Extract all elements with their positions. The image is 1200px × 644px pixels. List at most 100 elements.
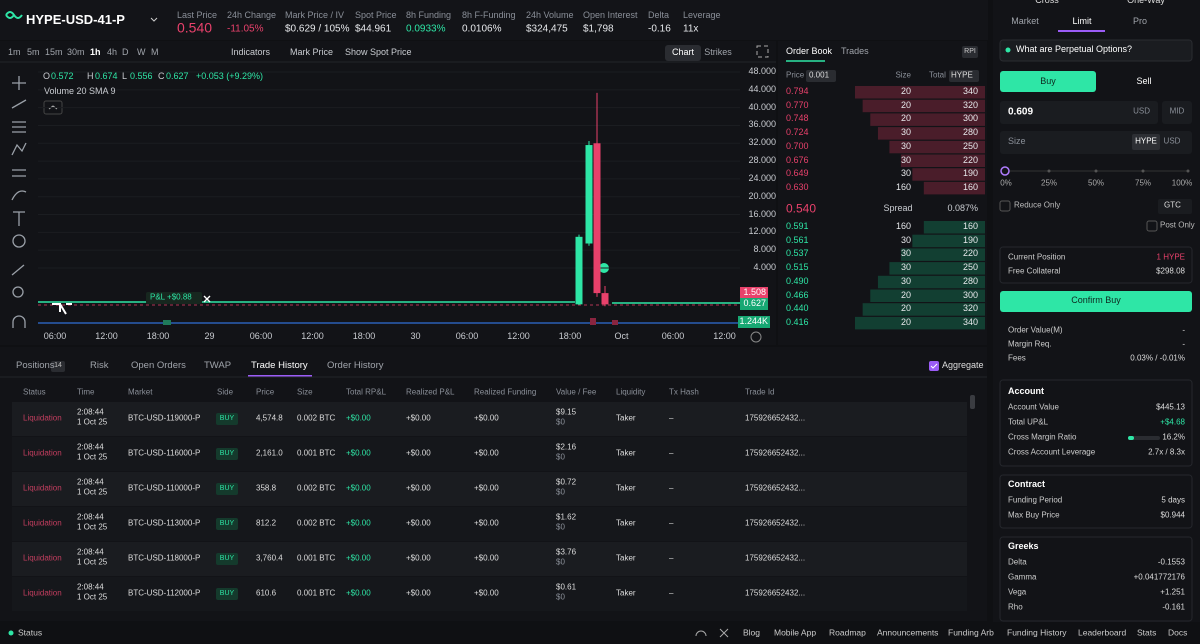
interval[interactable]: M — [151, 47, 159, 58]
margin-mode[interactable]: Cross — [1035, 0, 1059, 6]
interval[interactable]: W — [137, 47, 146, 58]
section-title: Contract — [1008, 479, 1046, 490]
banner-text[interactable]: What are Perpetual Options? — [1016, 44, 1133, 55]
tv-logo — [52, 303, 72, 315]
price-input[interactable] — [1000, 101, 1158, 124]
interval[interactable]: 15m — [45, 47, 63, 58]
interval[interactable]: 30m — [67, 47, 85, 58]
position-mode[interactable]: One-Way — [1127, 0, 1165, 6]
post-only-checkbox[interactable] — [1146, 220, 1158, 232]
value: $2.16 — [556, 442, 577, 452]
interval[interactable]: D — [122, 47, 129, 58]
bottom-tab[interactable]: TWAP — [204, 359, 232, 371]
tick-select[interactable]: 0.001 — [809, 70, 830, 80]
footer-link[interactable]: Roadmap — [829, 627, 866, 638]
order-type-tab[interactable]: Limit — [1072, 16, 1092, 27]
mid-button[interactable] — [1162, 101, 1192, 124]
price-tag: 0.627 — [743, 298, 766, 309]
view-tab[interactable]: Strikes — [704, 47, 732, 58]
sell-tab[interactable]: Sell — [1136, 76, 1152, 87]
reduce-only-checkbox[interactable] — [999, 200, 1011, 212]
mid-label[interactable]: MID — [1169, 106, 1185, 116]
tif-select[interactable] — [1158, 199, 1192, 214]
bottom-tab[interactable]: Order History — [327, 359, 384, 371]
fee: $0 — [556, 487, 565, 497]
book-price: 0.490 — [786, 275, 809, 286]
size-unit[interactable]: USD — [1163, 136, 1181, 146]
book-total: 250 — [962, 262, 978, 273]
label: Price — [786, 70, 805, 80]
buy-button[interactable] — [1000, 71, 1096, 92]
market: BTC-USD-113000-P — [128, 518, 201, 528]
symbol[interactable]: HYPE-USD-41-P — [26, 11, 125, 27]
spot-price-toggle[interactable]: Show Spot Price — [345, 47, 412, 58]
interval[interactable]: 1m — [8, 47, 21, 58]
interval[interactable]: 4h — [107, 47, 118, 58]
section-label: Rho — [1008, 602, 1023, 612]
bottom-tab[interactable]: Trade History — [251, 359, 308, 371]
slider-label: 50% — [1087, 178, 1105, 188]
slider-thumb[interactable] — [1000, 166, 1010, 176]
realized-funding: +$0.00 — [474, 588, 499, 598]
order-type-tab[interactable]: Pro — [1132, 16, 1148, 27]
time: 2:08:44 — [77, 407, 104, 417]
footer-link[interactable]: Stats — [1137, 627, 1157, 638]
value: $0.61 — [556, 582, 577, 592]
section-label: Gamma — [1008, 572, 1037, 582]
size-label: Size — [1008, 136, 1026, 147]
realized-pnl: +$0.00 — [406, 553, 431, 563]
price: 610.6 — [256, 588, 277, 598]
size-unit[interactable]: HYPE — [1135, 136, 1157, 146]
footer-link[interactable]: Mobile App — [774, 627, 817, 638]
book-size: 30 — [900, 154, 911, 165]
date: 1 Oct 25 — [77, 592, 108, 602]
indicators-button[interactable]: Indicators — [231, 47, 271, 58]
mark-price-button[interactable]: Mark Price — [290, 47, 334, 58]
view-tab[interactable]: Chart — [671, 47, 695, 58]
footer-link[interactable]: Blog — [743, 627, 761, 638]
side-chip — [216, 413, 238, 425]
tick-select-bg — [806, 70, 836, 82]
chart-panel — [0, 41, 776, 345]
footer-link[interactable]: Announcements — [877, 627, 939, 638]
y-tick-label: 48.000 — [748, 66, 776, 77]
buy-tab[interactable]: Buy — [1040, 76, 1056, 87]
footer-link[interactable]: Funding History — [1007, 627, 1067, 638]
book-tab[interactable]: Trades — [841, 46, 869, 57]
bottom-tab[interactable]: Positions — [16, 359, 55, 371]
side: BUY — [219, 520, 235, 528]
aggregate-label[interactable]: Aggregate — [942, 360, 984, 371]
unit-select[interactable]: HYPE — [951, 70, 973, 80]
tif-value[interactable]: GTC — [1164, 200, 1181, 210]
book-tab[interactable]: Order Book — [786, 46, 833, 57]
value: $1.62 — [556, 512, 577, 522]
scrollbar — [970, 395, 975, 409]
summary-label: Order Value(M) — [1008, 325, 1063, 335]
book-price: 0.748 — [786, 113, 809, 124]
table-row — [12, 542, 967, 576]
date: 1 Oct 25 — [77, 487, 108, 497]
order-type-tab[interactable]: Market — [1011, 16, 1039, 27]
column-header: Liquidity — [616, 387, 646, 397]
status-link[interactable]: Status — [18, 627, 43, 638]
interval[interactable]: 1h — [90, 47, 101, 58]
banner[interactable] — [999, 39, 1193, 62]
unit-select-bg — [949, 70, 979, 82]
confirm-button[interactable] — [1000, 291, 1192, 312]
realized-pnl: +$0.00 — [406, 413, 431, 423]
spread-label: Spread — [883, 203, 913, 214]
liquidity: Taker — [616, 553, 636, 563]
footer-link[interactable]: Docs — [1168, 627, 1188, 638]
interval[interactable]: 5m — [27, 47, 40, 58]
summary-value: - — [1182, 325, 1185, 335]
unit-chip — [1132, 134, 1160, 150]
footer-link[interactable]: Leaderboard — [1078, 627, 1127, 638]
footer-link[interactable]: Funding Arb — [948, 627, 994, 638]
aggregate-checkbox[interactable] — [929, 361, 939, 371]
realized-pnl: +$0.00 — [406, 483, 431, 493]
bottom-tab[interactable]: Risk — [90, 359, 109, 371]
confirm-label[interactable]: Confirm Buy — [1071, 295, 1121, 306]
book-size: 20 — [900, 99, 911, 110]
summary-label: Margin Req. — [1008, 339, 1052, 349]
bottom-tab[interactable]: Open Orders — [131, 359, 186, 371]
